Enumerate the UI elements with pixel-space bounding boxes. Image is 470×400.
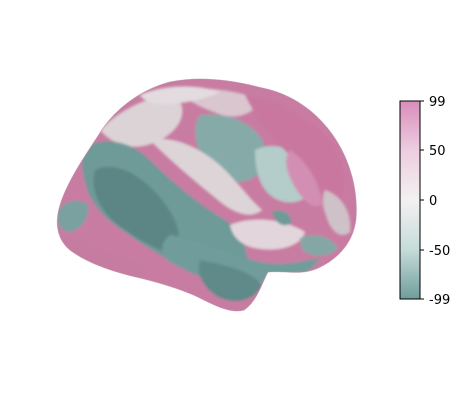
- colorbar-tick-label: -99: [429, 293, 450, 308]
- colorbar-gradient: [399, 100, 421, 300]
- colorbar-ticks: 99 50 0 -50 -99: [420, 95, 450, 308]
- colorbar-tick-label: 99: [429, 95, 446, 110]
- colorbar: 99 50 0 -50 -99: [399, 95, 450, 308]
- brain-surface: [56, 78, 357, 312]
- colorbar-tick-label: 0: [429, 194, 437, 209]
- colorbar-tick-label: -50: [429, 244, 450, 259]
- colorbar-tick-label: 50: [429, 144, 446, 159]
